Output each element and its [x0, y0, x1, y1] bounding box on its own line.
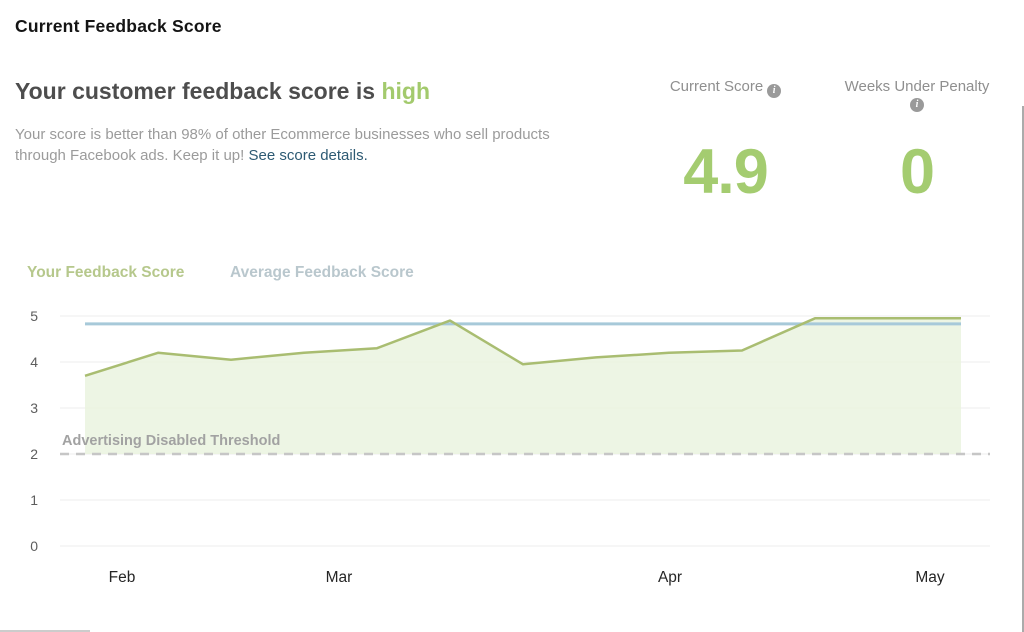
current-score-label: Current Score [669, 78, 764, 95]
x-tick-label: Apr [658, 569, 682, 586]
y-tick-label: 3 [30, 400, 38, 416]
screenshot-edge [1022, 106, 1024, 632]
summary-line-1: Your score is better than 98% of other E… [15, 126, 550, 143]
threshold-label: Advertising Disabled Threshold [62, 433, 280, 449]
legend-your-feedback-score[interactable]: Your Feedback Score [27, 264, 185, 281]
weeks-under-penalty-value: 0 [899, 137, 935, 207]
screenshot-edge [0, 630, 90, 632]
info-icon[interactable]: i [910, 98, 924, 112]
x-tick-label: Mar [326, 569, 353, 586]
see-score-details-link[interactable]: See score details. [248, 147, 368, 164]
score-summary-heading: Your customer feedback score is high [15, 78, 430, 105]
weeks-under-penalty-stat: Weeks Under Penalty i 0 [837, 78, 997, 207]
score-summary-text: Your score is better than 98% of other E… [15, 124, 615, 166]
x-tick-label: May [915, 569, 945, 586]
y-tick-label: 1 [30, 492, 38, 508]
your-score-line [84, 317, 961, 377]
page-title: Current Feedback Score [15, 16, 222, 36]
x-tick-label: Feb [109, 569, 136, 586]
y-tick-label: 4 [30, 354, 38, 370]
heading-text: Your customer feedback score is [15, 78, 382, 104]
info-icon[interactable]: i [767, 84, 782, 98]
weeks-under-penalty-label: Weeks Under Penalty [844, 78, 990, 95]
summary-line-2: through Facebook ads. Keep it up! [15, 147, 249, 164]
current-score-stat: Current Score i 4.9 [648, 78, 803, 207]
score-area-fill [85, 318, 961, 454]
current-score-value: 4.9 [683, 137, 769, 207]
score-level-highlight: high [381, 78, 430, 104]
y-tick-label: 0 [30, 538, 38, 554]
y-tick-label: 2 [30, 446, 38, 462]
legend-average-feedback-score[interactable]: Average Feedback Score [230, 264, 414, 281]
feedback-score-chart: 0 1 2 3 4 5 Advertising Disabled Threshold Feb M… [0, 300, 1010, 595]
y-tick-label: 5 [30, 308, 38, 324]
